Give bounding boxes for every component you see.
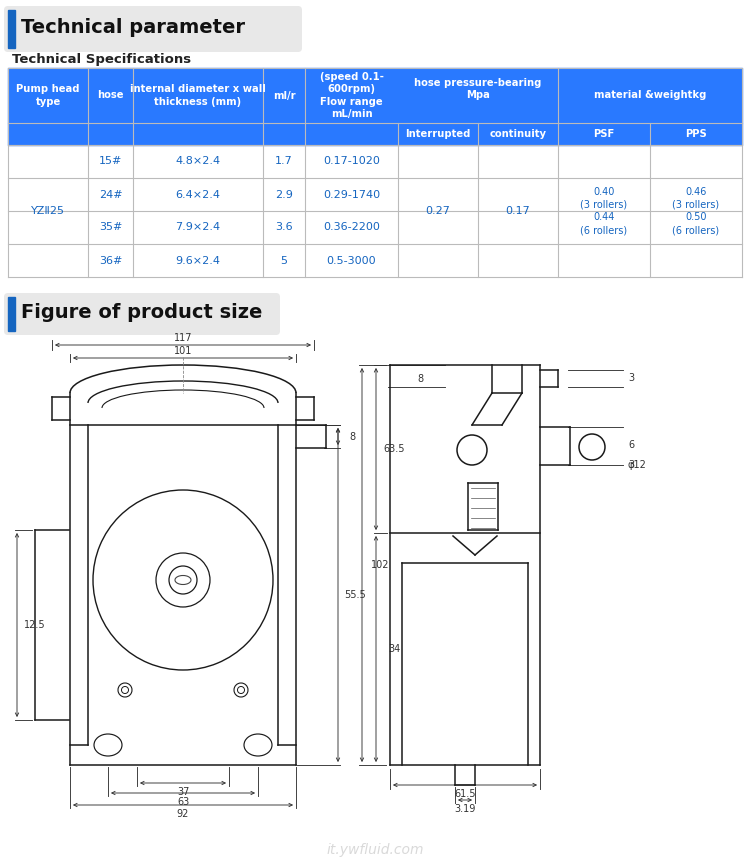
Text: 117: 117 — [174, 333, 192, 343]
Text: 3: 3 — [628, 373, 634, 383]
Text: 0.17: 0.17 — [506, 206, 530, 216]
Text: 36#: 36# — [99, 255, 122, 266]
Text: 35#: 35# — [99, 223, 122, 232]
Text: 61.5: 61.5 — [454, 789, 476, 799]
Text: 8: 8 — [349, 432, 355, 442]
FancyBboxPatch shape — [4, 6, 302, 52]
Text: Technical parameter: Technical parameter — [21, 18, 245, 37]
Text: 7.9×2.4: 7.9×2.4 — [176, 223, 220, 232]
Text: 0.27: 0.27 — [425, 206, 451, 216]
Text: 0.40
(3 rollers)
0.44
(6 rollers): 0.40 (3 rollers) 0.44 (6 rollers) — [580, 186, 628, 236]
Text: 0.46
(3 rollers)
0.50
(6 rollers): 0.46 (3 rollers) 0.50 (6 rollers) — [673, 186, 719, 236]
Text: 9.6×2.4: 9.6×2.4 — [176, 255, 220, 266]
Text: 3.19: 3.19 — [454, 804, 476, 814]
Text: Technical Specifications: Technical Specifications — [12, 54, 191, 66]
Text: continuity: continuity — [490, 129, 547, 139]
Text: hose pressure-bearing
Mpa: hose pressure-bearing Mpa — [414, 78, 542, 100]
Bar — [8, 297, 15, 331]
Text: hose: hose — [98, 91, 124, 100]
Text: 63: 63 — [177, 797, 189, 807]
Bar — [8, 123, 742, 145]
Text: PSF: PSF — [593, 129, 615, 139]
Text: 0.17-1020: 0.17-1020 — [323, 156, 380, 167]
Text: PPS: PPS — [686, 129, 706, 139]
Bar — [8, 68, 742, 123]
Text: 102: 102 — [370, 560, 389, 570]
Text: 101: 101 — [174, 346, 192, 356]
Text: 8: 8 — [417, 374, 423, 384]
Text: it.ywfluid.com: it.ywfluid.com — [326, 843, 424, 857]
Text: internal diameter x wall
thickness (mm): internal diameter x wall thickness (mm) — [130, 85, 266, 107]
Text: material &weightkg: material &weightkg — [594, 91, 706, 100]
Text: 6: 6 — [628, 440, 634, 450]
Text: 4.8×2.4: 4.8×2.4 — [176, 156, 220, 167]
Text: 3.6: 3.6 — [275, 223, 292, 232]
Text: YZⅡ25: YZⅡ25 — [31, 206, 65, 216]
Text: 34: 34 — [388, 644, 400, 654]
Text: 92: 92 — [177, 809, 189, 819]
Text: 1.7: 1.7 — [275, 156, 292, 167]
Text: 63.5: 63.5 — [383, 444, 405, 454]
Text: 24#: 24# — [99, 190, 122, 199]
Text: 12.5: 12.5 — [24, 620, 46, 630]
Text: 0.29-1740: 0.29-1740 — [323, 190, 380, 199]
Text: 3: 3 — [628, 460, 634, 470]
Text: 6.4×2.4: 6.4×2.4 — [176, 190, 220, 199]
Text: 2.9: 2.9 — [275, 190, 293, 199]
Text: 5: 5 — [280, 255, 287, 266]
Text: Pump head
type: Pump head type — [16, 85, 80, 107]
Text: (speed 0.1-
600rpm)
Flow range
mL/min: (speed 0.1- 600rpm) Flow range mL/min — [320, 72, 383, 119]
Text: 0.5-3000: 0.5-3000 — [327, 255, 376, 266]
Text: φ12: φ12 — [628, 460, 646, 470]
Bar — [8, 10, 15, 48]
FancyBboxPatch shape — [4, 293, 280, 335]
Text: Interrupted: Interrupted — [405, 129, 471, 139]
Text: Figure of product size: Figure of product size — [21, 304, 262, 323]
Text: 0.36-2200: 0.36-2200 — [323, 223, 380, 232]
Text: 15#: 15# — [99, 156, 122, 167]
Text: 37: 37 — [177, 787, 189, 797]
Text: 55.5: 55.5 — [344, 590, 366, 600]
Text: ml/r: ml/r — [273, 91, 296, 100]
